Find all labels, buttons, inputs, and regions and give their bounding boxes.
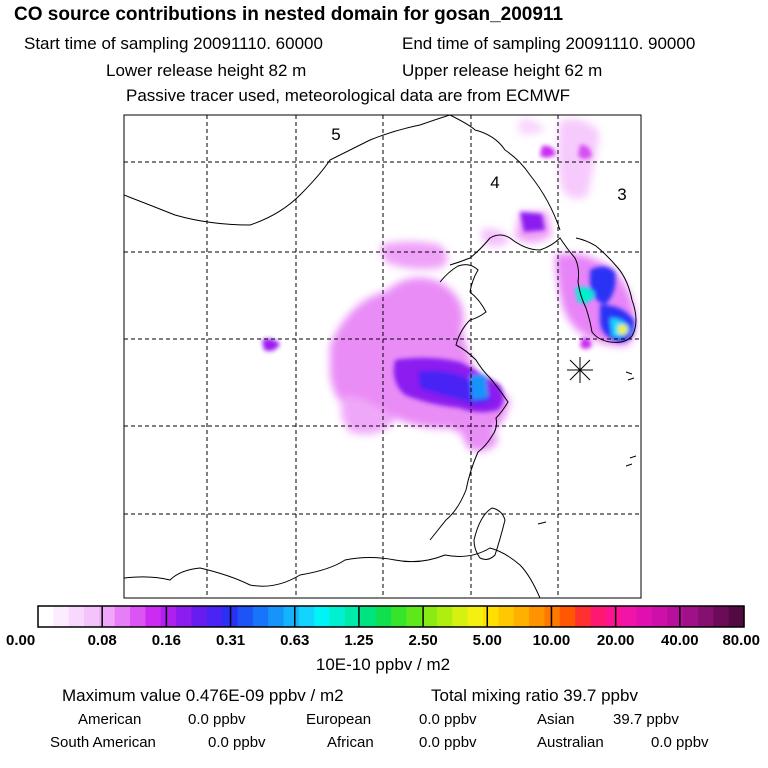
coastlines (124, 115, 637, 598)
colorbar-swatch (437, 606, 453, 627)
colorbar-label: 20.00 (597, 632, 635, 649)
colorbar-swatch (467, 606, 484, 627)
upper-release-height: Upper release height 62 m (402, 61, 603, 80)
colorbar-swatch (252, 606, 269, 627)
colorbar-frame (37, 605, 745, 628)
colorbar-swatch (329, 606, 346, 627)
colorbar-swatch (559, 606, 576, 627)
colorbar-label: 1.25 (344, 632, 373, 649)
contribution-value: 0.0 ppbv (419, 734, 477, 751)
colorbar-label: 0.16 (152, 632, 181, 649)
colorbar-swatch (84, 606, 100, 627)
colorbar-swatch (575, 606, 592, 627)
grid-lines (124, 115, 641, 598)
region-label: 4 (490, 173, 499, 192)
colorbar-swatch (375, 606, 392, 627)
colorbar-label: 0.63 (280, 632, 309, 649)
colorbar-swatch (636, 606, 653, 627)
colorbar-swatch (268, 606, 285, 627)
contribution-value: 39.7 ppbv (613, 711, 679, 728)
colorbar-swatch (360, 606, 377, 627)
receptor-star-icon (567, 357, 593, 383)
colorbar (38, 606, 745, 627)
contribution-name: Australian (537, 734, 604, 751)
colorbar-swatch (544, 606, 561, 627)
map-frame (123, 114, 642, 599)
total-mixing-ratio: Total mixing ratio 39.7 ppbv (431, 686, 638, 705)
colorbar-swatch (99, 606, 116, 627)
colorbar-swatch (697, 606, 714, 627)
colorbar-swatch (682, 606, 699, 627)
colorbar-labels: 0.00 0.08 0.16 0.31 0.63 1.25 2.50 5.00 10.00 20.… (6, 632, 760, 649)
colorbar-label: 80.00 (722, 632, 760, 649)
colorbar-swatch (667, 606, 684, 627)
contribution-name: African (327, 734, 374, 751)
colorbar-swatch (145, 606, 162, 627)
colorbar-swatch (529, 606, 546, 627)
colorbar-swatch (53, 606, 70, 627)
colorbar-swatch (483, 606, 500, 627)
colorbar-swatch (452, 606, 469, 627)
contribution-name: European (306, 711, 372, 728)
start-time: Start time of sampling 20091110. 60000 (24, 34, 323, 53)
colorbar-unit: 10E-10 ppbv / m2 (316, 655, 450, 674)
colorbar-swatch (651, 606, 668, 627)
colorbar-swatch (176, 606, 193, 627)
colorbar-label: 10.00 (533, 632, 571, 649)
colorbar-swatch (421, 606, 438, 627)
contribution-value: 0.0 ppbv (651, 734, 709, 751)
colorbar-label: 2.50 (408, 632, 437, 649)
lower-release-height: Lower release height 82 m (106, 61, 307, 80)
contribution-value: 0.0 ppbv (188, 711, 246, 728)
colorbar-swatch (513, 606, 530, 627)
colorbar-swatch (114, 606, 131, 627)
colorbar-label: 0.00 (6, 632, 35, 649)
colorbar-label: 0.31 (216, 632, 245, 649)
colorbar-swatch (590, 606, 607, 627)
chart-title: CO source contributions in nested domain… (14, 4, 564, 25)
colorbar-swatch (605, 606, 622, 627)
colorbar-swatch (283, 606, 300, 627)
concentration-field (262, 118, 636, 452)
colorbar-swatch (621, 606, 638, 627)
colorbar-swatch (391, 606, 407, 627)
colorbar-swatch (68, 606, 85, 627)
colorbar-label: 0.08 (88, 632, 117, 649)
contribution-value: 0.0 ppbv (208, 734, 266, 751)
region-label: 3 (617, 185, 626, 204)
colorbar-swatch (191, 606, 208, 627)
contribution-value: 0.0 ppbv (419, 711, 477, 728)
colorbar-swatch (406, 606, 423, 627)
colorbar-swatch (160, 606, 177, 627)
contribution-name: South American (50, 734, 156, 751)
colorbar-swatch (206, 606, 223, 627)
colorbar-label: 5.00 (473, 632, 502, 649)
contribution-name: American (78, 711, 142, 728)
region-label: 5 (331, 125, 340, 144)
colorbar-swatch (498, 606, 515, 627)
max-value: Maximum value 0.476E-09 ppbv / m2 (62, 686, 344, 705)
colorbar-label: 40.00 (661, 632, 699, 649)
tracer-note: Passive tracer used, meteorological data… (126, 86, 571, 105)
colorbar-swatch (38, 606, 54, 627)
colorbar-swatch (130, 606, 147, 627)
colorbar-swatch (298, 606, 315, 627)
colorbar-ticks (101, 606, 681, 627)
end-time: End time of sampling 20091110. 90000 (402, 34, 696, 53)
contribution-name: Asian (537, 711, 575, 728)
colorbar-swatch (237, 606, 254, 627)
colorbar-swatch (344, 606, 361, 627)
colorbar-swatch (728, 606, 745, 627)
colorbar-swatch (713, 606, 730, 627)
colorbar-swatch (314, 606, 331, 627)
